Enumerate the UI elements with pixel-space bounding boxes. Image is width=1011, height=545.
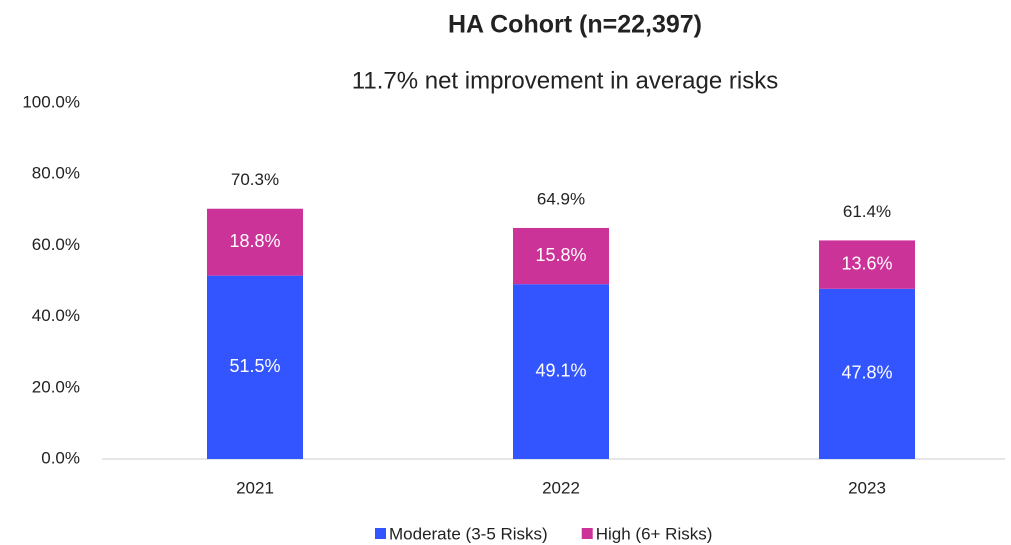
value-label: 47.8%: [841, 363, 892, 383]
value-label: 51.5%: [229, 356, 280, 376]
bar-segment: [513, 227, 609, 285]
y-tick-label: 0.0%: [41, 448, 80, 467]
bar-segment: [207, 208, 303, 276]
value-label: 18.8%: [229, 231, 280, 251]
legend-label: High (6+ Risks): [596, 524, 713, 543]
legend-swatch: [581, 528, 593, 539]
bar-segment: [819, 240, 915, 289]
value-label: 49.1%: [535, 360, 586, 380]
total-label: 61.4%: [843, 202, 891, 221]
y-tick-label: 100.0%: [22, 92, 80, 111]
bar-segment: [207, 275, 303, 459]
total-label: 64.9%: [537, 189, 585, 208]
x-tick-label: 2022: [542, 478, 580, 497]
bar-segment: [819, 288, 915, 459]
legend-label: Moderate (3-5 Risks): [389, 524, 548, 543]
y-tick-label: 80.0%: [32, 164, 80, 183]
x-tick-label: 2023: [848, 478, 886, 497]
y-tick-label: 60.0%: [32, 235, 80, 254]
value-label: 15.8%: [535, 245, 586, 265]
y-tick-label: 20.0%: [32, 377, 80, 396]
bar-segment: [513, 284, 609, 459]
legend-swatch: [375, 528, 386, 539]
x-tick-label: 2021: [236, 478, 274, 497]
chart-title: HA Cohort (n=22,397): [448, 11, 702, 39]
value-label: 13.6%: [841, 253, 892, 273]
chart-subtitle: 11.7% net improvement in average risks: [352, 67, 778, 94]
y-tick-label: 40.0%: [32, 306, 80, 325]
total-label: 70.3%: [231, 170, 279, 189]
